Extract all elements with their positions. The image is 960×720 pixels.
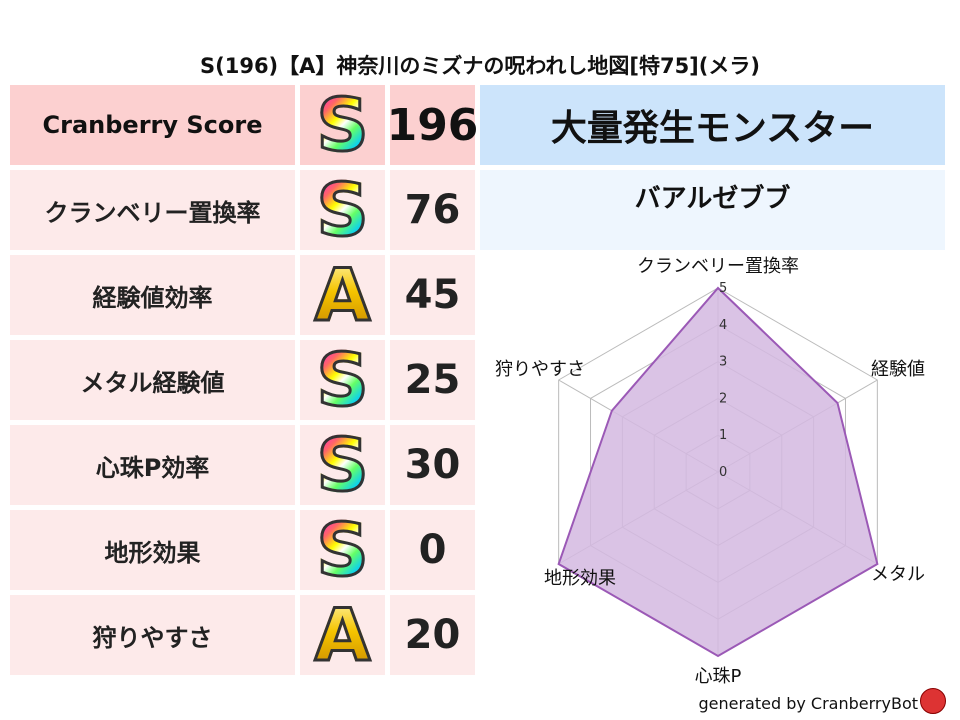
tick-label: 1	[719, 428, 727, 443]
metric-label: 心珠P効率	[10, 425, 295, 505]
grade-letter: S	[315, 508, 370, 592]
footer-credit: generated by CranberryBot	[698, 694, 918, 713]
monster-header: 大量発生モンスター	[480, 85, 945, 165]
metric-grade-badge: A	[300, 255, 385, 335]
metric-grade-badge: S	[300, 510, 385, 590]
axis-label: クランベリー置換率	[637, 256, 799, 277]
metric-value: 25	[390, 340, 475, 420]
axis-label: 経験値	[871, 359, 925, 380]
axis-label: 心珠P	[695, 666, 742, 687]
grade-letter: S	[315, 83, 370, 167]
metric-grade-badge: S	[300, 340, 385, 420]
page-title: S(196)【A】神奈川のミズナの呪われし地図[特75](メラ)	[200, 54, 760, 78]
metric-value: 20	[390, 595, 475, 675]
metric-label: 狩りやすさ	[10, 595, 295, 675]
metric-value: 0	[390, 510, 475, 590]
cranberry-logo-icon	[920, 688, 946, 714]
tick-label: 0	[719, 465, 727, 480]
score-label: Cranberry Score	[10, 85, 295, 165]
tick-label: 2	[719, 391, 727, 406]
grade-letter: S	[315, 338, 370, 422]
metric-grade-badge: A	[300, 595, 385, 675]
tick-label: 5	[719, 281, 727, 296]
metric-value: 76	[390, 170, 475, 250]
score-value: 196	[387, 85, 478, 165]
metric-label: クランベリー置換率	[10, 170, 295, 250]
grade-letter: S	[315, 168, 370, 252]
metric-grade-badge: S	[300, 425, 385, 505]
data-polygon	[557, 286, 879, 658]
metric-label: 地形効果	[10, 510, 295, 590]
monster-name: バアルゼブブ	[480, 170, 945, 250]
metric-grade-badge: S	[300, 170, 385, 250]
axis-label: メタル	[871, 564, 925, 585]
score-grade-badge: S	[300, 85, 385, 165]
metric-value: 30	[390, 425, 475, 505]
metric-value: 45	[390, 255, 475, 335]
tick-label: 4	[719, 318, 727, 333]
grade-letter: A	[313, 593, 372, 677]
axis-label: 地形効果	[544, 568, 616, 589]
axis-label: 狩りやすさ	[495, 359, 585, 380]
tick-label: 3	[719, 355, 727, 370]
metric-label: 経験値効率	[10, 255, 295, 335]
grade-letter: S	[315, 423, 370, 507]
metric-label: メタル経験値	[10, 340, 295, 420]
grade-letter: A	[313, 253, 372, 337]
